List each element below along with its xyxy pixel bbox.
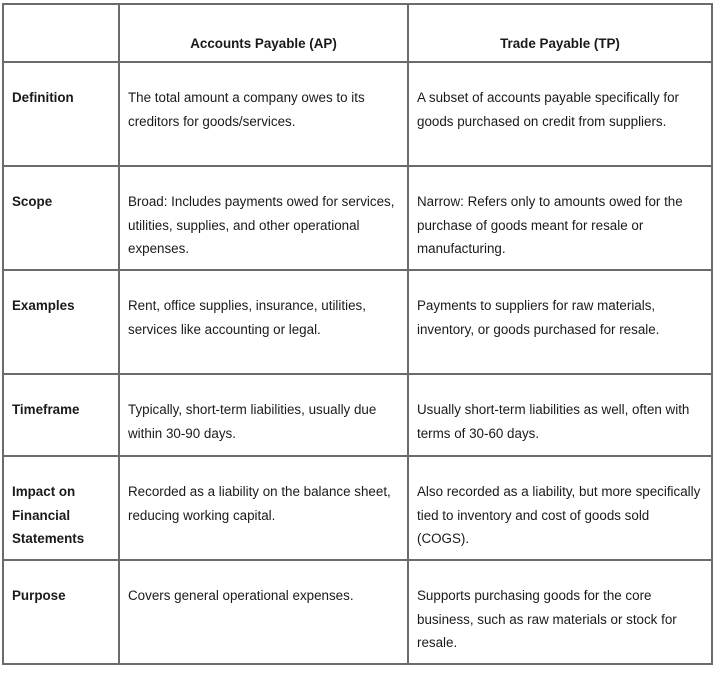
- ap-cell: Typically, short-term liabilities, usual…: [118, 373, 409, 457]
- ap-cell: Recorded as a liability on the balance s…: [118, 455, 409, 561]
- table-row: Impact on Financial Statements Recorded …: [2, 455, 713, 561]
- row-label: Scope: [2, 165, 120, 271]
- header-ap: Accounts Payable (AP): [118, 3, 409, 63]
- tp-cell: Also recorded as a liability, but more s…: [407, 455, 713, 561]
- ap-cell: Covers general operational expenses.: [118, 559, 409, 665]
- header-empty: [2, 3, 120, 63]
- tp-cell: Narrow: Refers only to amounts owed for …: [407, 165, 713, 271]
- row-label: Impact on Financial Statements: [2, 455, 120, 561]
- ap-cell: Rent, office supplies, insurance, utilit…: [118, 269, 409, 375]
- ap-cell: Broad: Includes payments owed for servic…: [118, 165, 409, 271]
- comparison-table: Accounts Payable (AP) Trade Payable (TP)…: [2, 3, 713, 665]
- ap-cell: The total amount a company owes to its c…: [118, 61, 409, 167]
- tp-cell: Usually short-term liabilities as well, …: [407, 373, 713, 457]
- row-label: Examples: [2, 269, 120, 375]
- table-row: Purpose Covers general operational expen…: [2, 559, 713, 665]
- tp-cell: Payments to suppliers for raw materials,…: [407, 269, 713, 375]
- row-label: Timeframe: [2, 373, 120, 457]
- tp-cell: Supports purchasing goods for the core b…: [407, 559, 713, 665]
- table-row: Definition The total amount a company ow…: [2, 61, 713, 167]
- row-label: Purpose: [2, 559, 120, 665]
- table-row: Timeframe Typically, short-term liabilit…: [2, 373, 713, 457]
- row-label: Definition: [2, 61, 120, 167]
- header-row: Accounts Payable (AP) Trade Payable (TP): [2, 3, 713, 63]
- table-row: Scope Broad: Includes payments owed for …: [2, 165, 713, 271]
- header-tp: Trade Payable (TP): [407, 3, 713, 63]
- tp-cell: A subset of accounts payable specificall…: [407, 61, 713, 167]
- table-row: Examples Rent, office supplies, insuranc…: [2, 269, 713, 375]
